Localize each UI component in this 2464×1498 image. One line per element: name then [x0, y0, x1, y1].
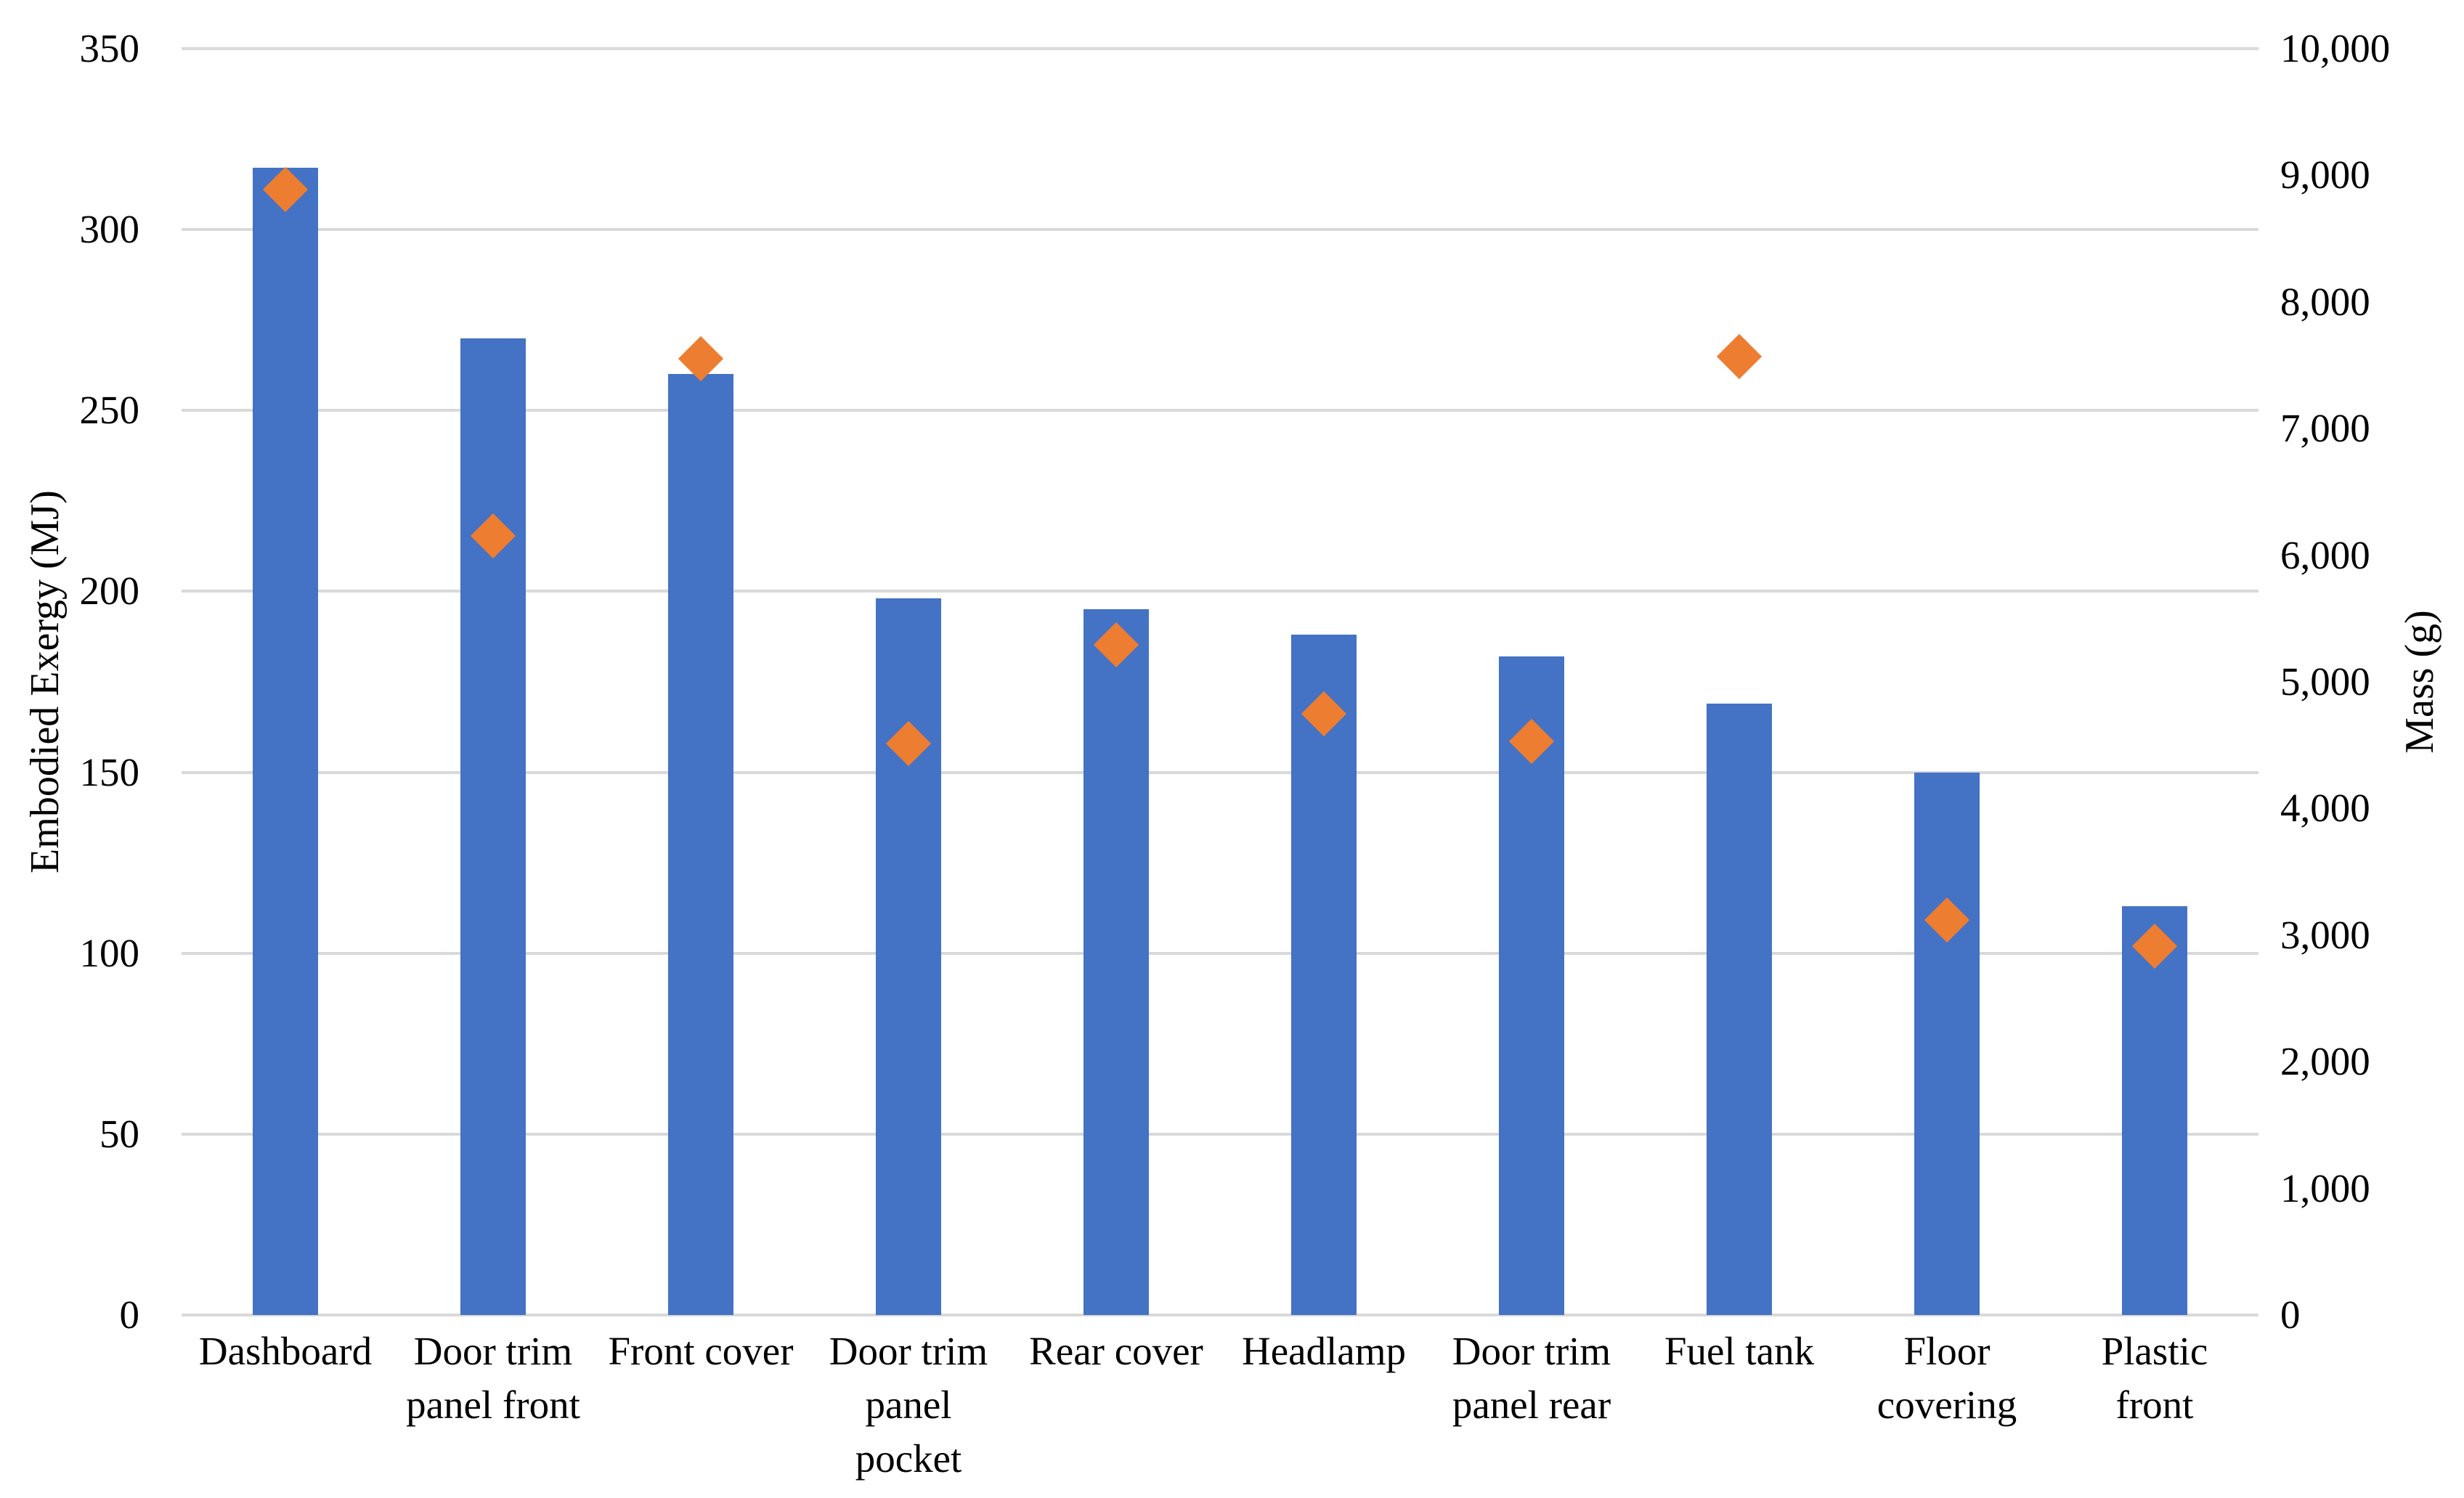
right-axis-tick-label: 5,000	[2280, 659, 2370, 704]
exergy-bar	[668, 374, 733, 1315]
gridline	[182, 409, 2258, 412]
right-axis-tick-label: 10,000	[2280, 26, 2391, 70]
right-axis-tick-label: 8,000	[2280, 279, 2370, 324]
left-axis-tick-label: 200	[79, 569, 140, 614]
right-axis-tick-label: 9,000	[2280, 152, 2370, 198]
category-label: Rear cover	[1029, 1329, 1203, 1373]
left-axis-tick-label: 300	[79, 207, 140, 252]
right-axis-tick-label: 7,000	[2280, 406, 2370, 451]
exergy-bar	[1707, 703, 1772, 1315]
exergy-bar	[2122, 905, 2187, 1315]
category-label: Door trim panel pocket	[829, 1329, 988, 1481]
exergy-bar	[876, 598, 941, 1315]
right-axis-tick-label: 2,000	[2280, 1039, 2370, 1084]
left-axis-tick-label: 0	[119, 1293, 140, 1337]
right-axis-tick-label: 4,000	[2280, 786, 2370, 831]
plot-area	[182, 47, 2258, 1316]
left-axis-title: Embodied Exergy (MJ)	[23, 490, 68, 874]
exergy-bar	[1914, 772, 1980, 1315]
left-axis-tick-label: 350	[79, 26, 140, 70]
category-label: Door trim panel rear	[1452, 1329, 1611, 1427]
gridline	[182, 770, 2258, 774]
category-label: Plastic front	[2101, 1329, 2208, 1427]
gridline	[182, 47, 2258, 50]
right-axis-tick-label: 0	[2280, 1293, 2301, 1337]
gridline	[182, 1132, 2258, 1136]
exergy-bar	[1499, 656, 1564, 1315]
gridline	[182, 951, 2258, 955]
category-label: Dashboard	[198, 1329, 373, 1373]
gridline	[182, 228, 2258, 232]
right-axis-tick-label: 6,000	[2280, 532, 2370, 577]
gridline	[182, 1314, 2258, 1316]
mass-diamond-marker	[1716, 333, 1762, 379]
gridline	[182, 590, 2258, 593]
category-label: Front cover	[608, 1329, 794, 1373]
left-axis-tick-label: 50	[99, 1111, 139, 1156]
left-axis-tick-label: 100	[79, 930, 140, 975]
exergy-bar	[1291, 635, 1357, 1315]
right-axis-tick-label: 1,000	[2280, 1165, 2370, 1210]
category-label: Fuel tank	[1664, 1329, 1815, 1373]
right-axis-tick-label: 3,000	[2280, 912, 2370, 957]
category-label: Headlamp	[1241, 1329, 1406, 1373]
exergy-bar	[1083, 609, 1149, 1315]
left-axis-tick-label: 150	[79, 749, 140, 794]
exergy-bar	[460, 338, 526, 1315]
left-axis-tick-label: 250	[79, 388, 140, 433]
category-label: Floor covering	[1877, 1329, 2017, 1427]
exergy-bar	[253, 168, 318, 1315]
category-label: Door trim panel front	[406, 1329, 580, 1427]
